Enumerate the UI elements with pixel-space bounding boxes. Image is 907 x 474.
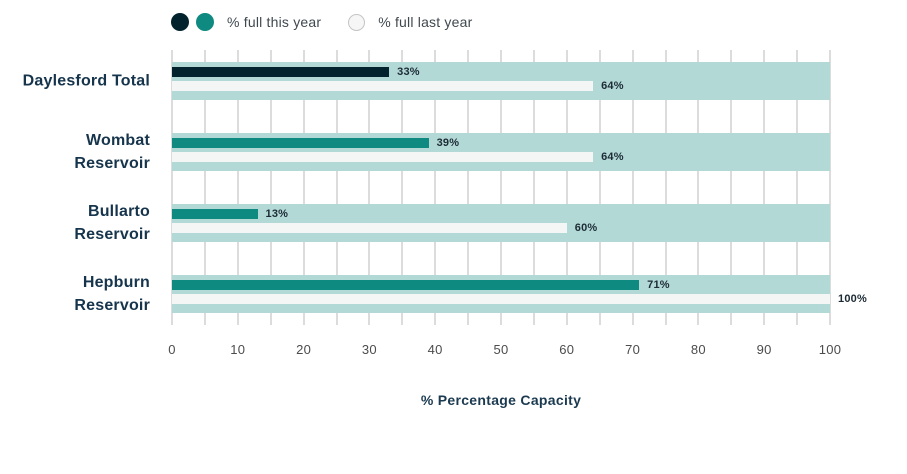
bar-group-hepburn-reservoir: 71% 100%: [172, 275, 867, 313]
x-tick-label-20: 20: [296, 342, 312, 357]
legend-dot-teal-this-year-icon: [196, 13, 214, 31]
legend-circle-last-year-icon: [348, 13, 366, 31]
gridline: [401, 50, 404, 325]
bar-value-label-last-year: 64%: [601, 151, 624, 163]
legend-label-last-year: % full last year: [378, 14, 473, 30]
x-tick-label-90: 90: [756, 342, 772, 357]
gridline: [730, 50, 733, 325]
gridline: [434, 50, 437, 325]
bar-this-year-wombat-reservoir: [172, 138, 429, 148]
category-label-daylesford-total: Daylesford Total: [22, 72, 150, 90]
gridline: [368, 50, 371, 325]
bar-value-label-this-year: 13%: [265, 208, 289, 220]
chart-legend: % full this year % full last year: [171, 12, 472, 32]
gridline: [236, 50, 239, 325]
plot-gridlines: [171, 50, 831, 325]
gridline: [500, 50, 502, 325]
x-tick-label-30: 30: [361, 342, 377, 357]
gridline: [565, 50, 568, 325]
gridline: [203, 50, 206, 325]
x-axis: 0 10 20 30 40 50 60 70 80 90 100: [168, 342, 841, 358]
bar-last-year-daylesford-total: [172, 81, 594, 91]
bar-last-year-hepburn-reservoir: [172, 294, 830, 304]
legend-dot-navy-this-year-icon: [171, 13, 189, 31]
bar-this-year-daylesford-total: [172, 67, 390, 77]
gridline: [269, 50, 272, 325]
gridline: [532, 50, 535, 325]
x-tick-label-10: 10: [230, 342, 246, 357]
bar-last-year-bullarto-reservoir: [172, 223, 567, 233]
x-tick-label-100: 100: [818, 342, 842, 357]
gridline: [598, 50, 601, 325]
bar-this-year-hepburn-reservoir: [172, 280, 640, 290]
gridline: [335, 50, 338, 325]
category-label-bullarto-reservoir: Bullarto Reservoir: [74, 203, 150, 243]
category-labels: Daylesford Total Wombat Reservoir Bullarto R…: [0, 50, 150, 325]
bar-value-label-this-year: 39%: [436, 137, 460, 149]
bar-value-label-this-year: 33%: [397, 66, 420, 78]
legend-label-this-year: % full this year: [227, 14, 322, 30]
gridline: [302, 50, 305, 325]
x-axis-title: % Percentage Capacity: [420, 392, 582, 408]
bar-last-year-wombat-reservoir: [172, 152, 594, 162]
category-label-hepburn-reservoir: Hepburn Reservoir: [74, 274, 150, 314]
plot-bars: 33% 64% 39% 64% 13% 60% 71% 100%: [172, 50, 867, 325]
x-tick-label-40: 40: [427, 342, 443, 357]
x-tick-label-60: 60: [559, 342, 575, 357]
gridline: [829, 50, 831, 325]
category-label-wombat-reservoir: Wombat Reservoir: [74, 132, 150, 172]
bar-group-daylesford-total: 33% 64%: [172, 62, 830, 100]
bar-group-bullarto-reservoir: 13% 60%: [172, 204, 830, 242]
x-tick-label-0: 0: [168, 342, 176, 357]
gridline: [697, 50, 700, 325]
bar-this-year-bullarto-reservoir: [172, 209, 258, 219]
bar-value-label-last-year: 60%: [574, 222, 598, 234]
bar-value-label-last-year: 64%: [601, 80, 624, 92]
gridline: [796, 50, 799, 325]
x-tick-label-80: 80: [690, 342, 706, 357]
bar-group-wombat-reservoir: 39% 64%: [172, 133, 830, 171]
bar-value-label-last-year: 100%: [838, 293, 867, 305]
x-tick-label-70: 70: [625, 342, 641, 357]
gridline: [631, 50, 634, 325]
bar-value-label-this-year: 71%: [647, 279, 670, 291]
x-tick-label-50: 50: [493, 342, 509, 357]
gridline: [171, 50, 173, 325]
gridline: [763, 50, 766, 325]
gridline: [467, 50, 470, 325]
gridline: [664, 50, 667, 325]
